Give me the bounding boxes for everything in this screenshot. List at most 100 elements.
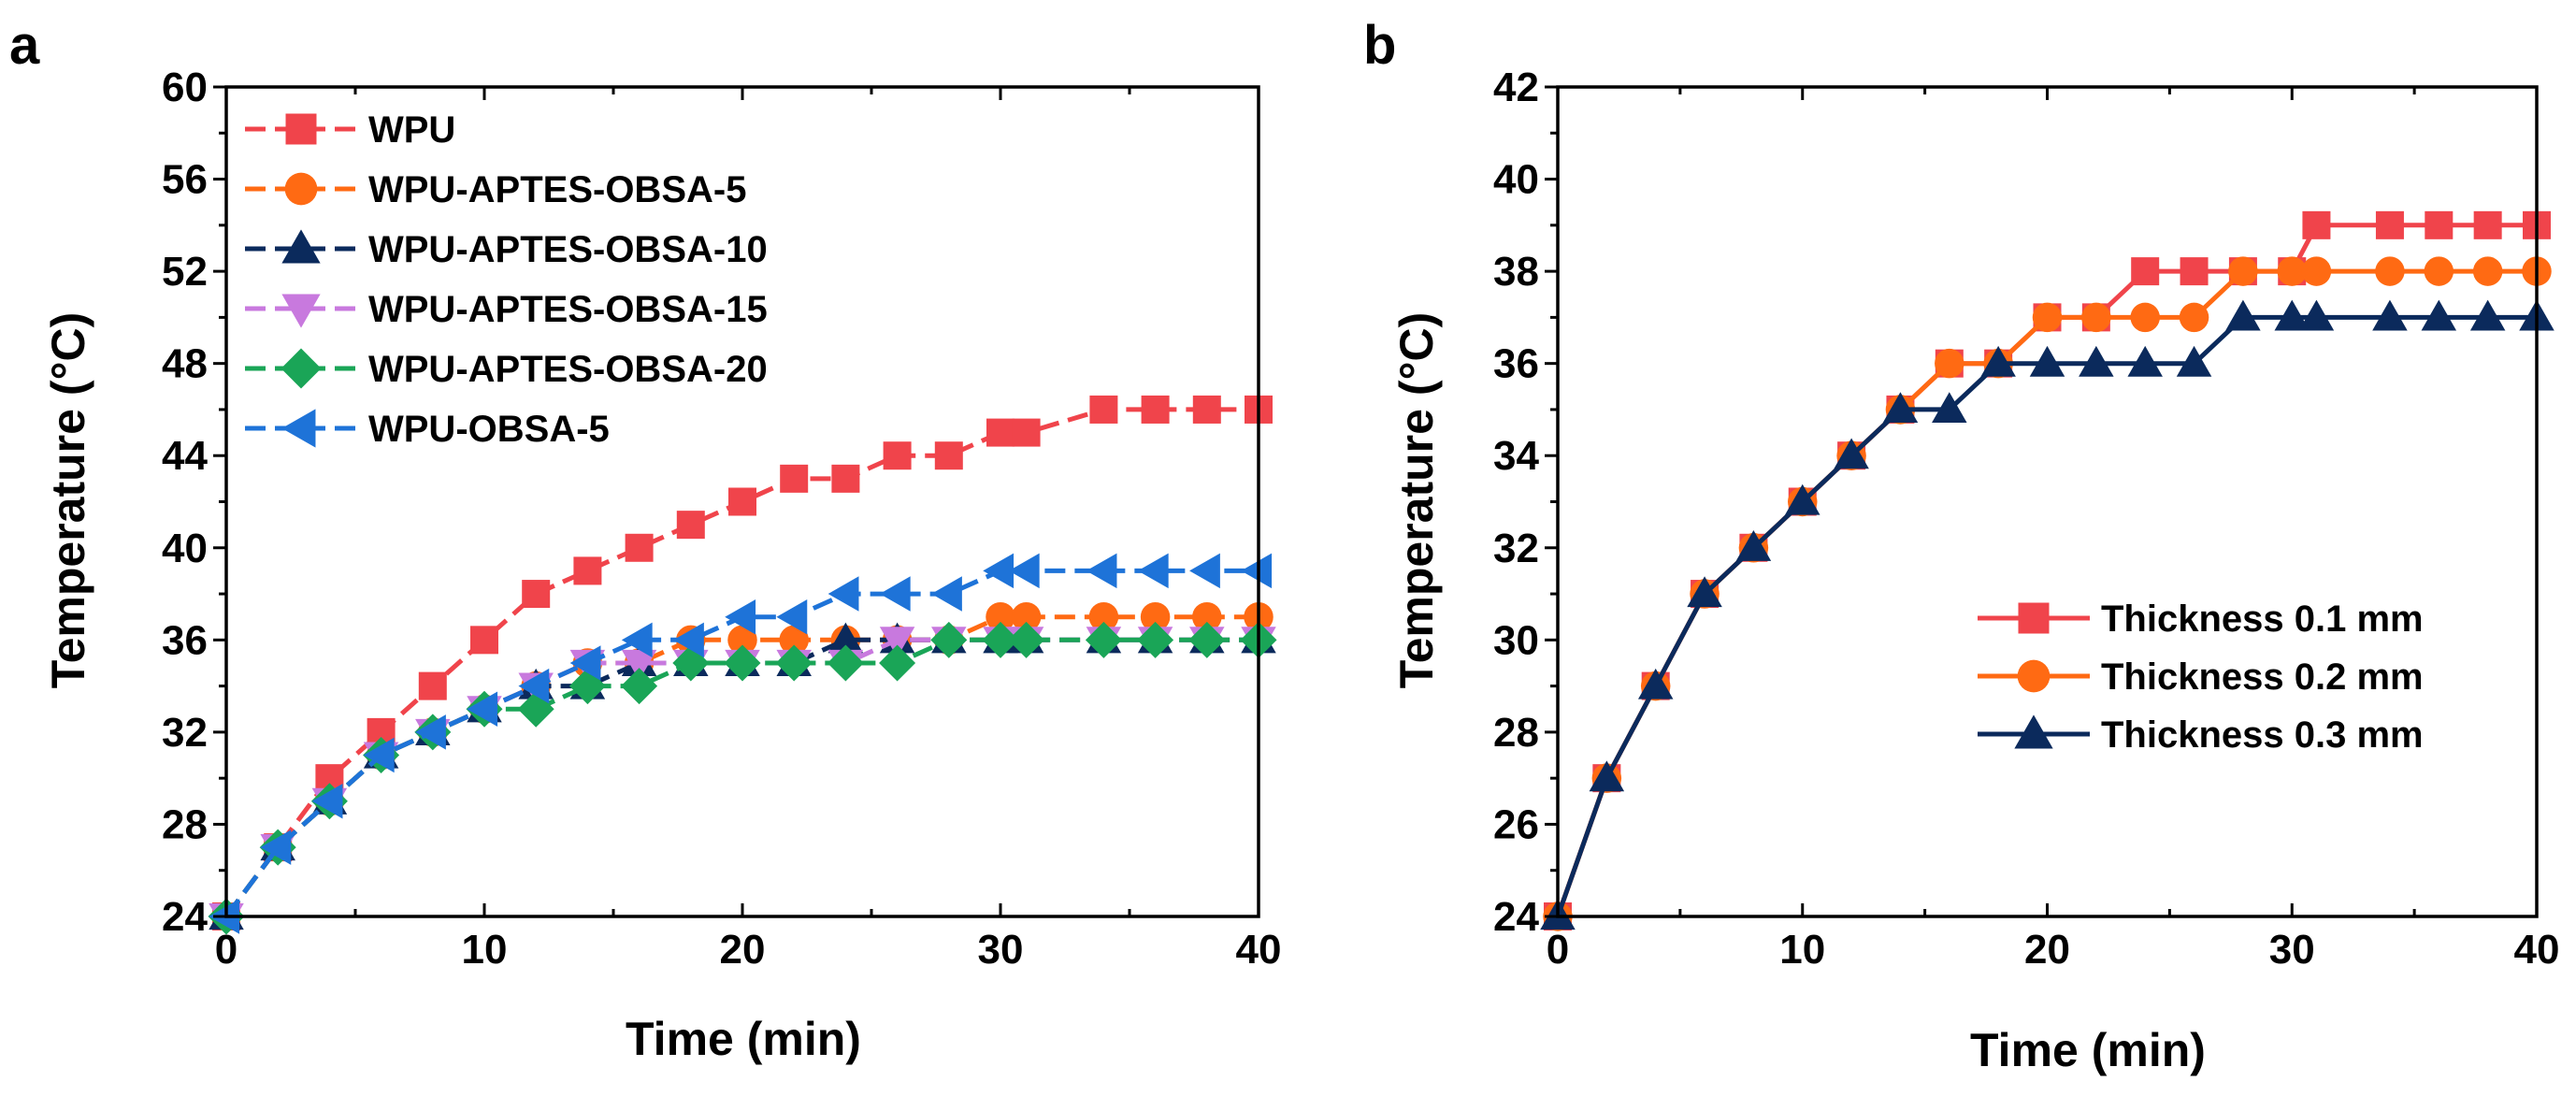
data-point-wpu-aptes-obsa-15-13	[879, 627, 915, 658]
panel-b-label: b	[1363, 15, 1396, 76]
legend-item-thickness-0-2-mm: Thickness 0.2 mm	[1978, 656, 2424, 698]
y-tick-label-30: 30	[1493, 617, 1539, 663]
data-point-wpu-aptes-obsa-5-10	[727, 625, 757, 656]
data-point-wpu-aptes-obsa-5-16	[1011, 601, 1042, 632]
data-point-wpu-aptes-obsa-20-11	[775, 644, 813, 682]
x-tick-label-20: 20	[2024, 927, 2070, 973]
y-tick-label-28: 28	[1493, 710, 1539, 756]
legend-marker	[281, 348, 322, 389]
data-point-wpu-6	[522, 580, 551, 609]
data-point-thickness-0-1-mm-17	[2375, 210, 2404, 239]
x-tick-label-0: 0	[1547, 927, 1569, 973]
legend-marker	[2018, 602, 2050, 634]
series-line-wpu-aptes-obsa-10	[223, 637, 1259, 918]
data-point-wpu-obsa-5-15	[983, 553, 1015, 589]
legend-label: Thickness 0.1 mm	[2101, 598, 2424, 640]
data-point-wpu-obsa-5-1	[260, 829, 292, 865]
y-tick-label-38: 38	[1493, 249, 1539, 295]
data-point-wpu-obsa-5-4	[415, 714, 446, 750]
y-tick-label-34: 34	[1493, 433, 1539, 479]
data-point-wpu-11	[780, 464, 809, 493]
data-point-thickness-0-3-mm-19	[2469, 299, 2506, 331]
data-point-wpu-16	[1012, 418, 1041, 447]
legend-label: WPU	[368, 109, 455, 151]
data-point-wpu-8	[625, 533, 654, 562]
data-point-wpu-4	[418, 671, 447, 700]
data-point-wpu-obsa-5-7	[569, 645, 601, 681]
data-point-thickness-0-3-mm-4	[1735, 530, 1772, 561]
legend-marker	[285, 113, 317, 145]
data-point-thickness-0-3-mm-1	[1589, 760, 1625, 792]
data-point-wpu-obsa-5-18	[1137, 553, 1169, 589]
data-point-wpu-obsa-5-5	[467, 691, 498, 727]
data-point-wpu-obsa-5-2	[311, 784, 343, 819]
legend-marker	[2014, 714, 2053, 749]
data-point-thickness-0-3-mm-17	[2372, 299, 2408, 331]
data-point-thickness-0-1-mm-13	[2180, 257, 2209, 286]
data-point-wpu-aptes-obsa-5-11	[779, 625, 809, 656]
data-point-wpu-aptes-obsa-20-8	[621, 668, 658, 705]
data-point-thickness-0-1-mm-16	[2302, 210, 2331, 239]
y-tick-label-40: 40	[1493, 157, 1539, 203]
legend-item-wpu: WPU	[245, 109, 455, 151]
data-point-thickness-0-3-mm-9	[1980, 345, 2016, 377]
data-point-wpu-14	[934, 441, 963, 470]
data-point-thickness-0-1-mm-18	[2425, 210, 2454, 239]
data-point-wpu-18	[1141, 395, 1170, 424]
data-point-wpu-aptes-obsa-20-12	[827, 644, 864, 682]
data-point-thickness-0-2-mm-17	[2375, 256, 2405, 286]
y-tick-label-28: 28	[162, 801, 208, 847]
data-point-wpu-aptes-obsa-20-15	[982, 621, 1019, 658]
panel-b-x-axis-label: Time (min)	[1970, 1024, 2206, 1076]
legend-item-wpu-aptes-obsa-15: WPU-APTES-OBSA-15	[245, 289, 768, 330]
panel-b-axes: 0 10 20 30 40 24 26 28 30 32 34 36 38 40 42	[1493, 65, 2559, 973]
panel-a-legend: WPU WPU-APTES-OBSA-5 WPU-APTES-OBSA-10 WPU-…	[245, 109, 768, 450]
data-point-wpu-obsa-5-9	[673, 622, 704, 658]
data-point-wpu-aptes-obsa-5-15	[986, 601, 1015, 632]
legend-label: WPU-APTES-OBSA-5	[368, 169, 746, 210]
data-point-thickness-0-2-mm-10	[2032, 302, 2063, 333]
data-point-thickness-0-3-mm-10	[2029, 345, 2065, 377]
data-point-thickness-0-2-mm-8	[1935, 348, 1964, 379]
data-point-wpu-9	[676, 511, 705, 540]
y-tick-label-42: 42	[1493, 65, 1539, 110]
y-tick-label-24: 24	[1493, 894, 1539, 940]
y-tick-label-60: 60	[162, 65, 208, 110]
legend-marker	[2017, 659, 2051, 693]
legend-marker	[281, 229, 321, 264]
data-point-wpu-7	[573, 556, 602, 585]
legend-item-wpu-aptes-obsa-10: WPU-APTES-OBSA-10	[245, 229, 768, 270]
data-point-wpu-aptes-obsa-5-18	[1140, 601, 1171, 632]
data-point-wpu-aptes-obsa-10-12	[827, 622, 864, 654]
data-point-thickness-0-2-mm-19	[2472, 256, 2503, 286]
data-point-thickness-0-1-mm-19	[2473, 210, 2502, 239]
legend-marker	[281, 294, 321, 328]
series-thickness-0-3-mm	[1540, 299, 2554, 930]
data-point-wpu-obsa-5-19	[1189, 553, 1220, 589]
data-point-thickness-0-3-mm-12	[2127, 345, 2163, 377]
y-tick-label-36: 36	[1493, 341, 1539, 387]
panel-a-x-axis-label: Time (min)	[626, 1013, 861, 1065]
data-point-thickness-0-3-mm-6	[1834, 438, 1869, 469]
data-point-thickness-0-3-mm-2	[1637, 668, 1674, 699]
data-point-wpu-obsa-5-13	[879, 576, 911, 612]
data-point-wpu-aptes-obsa-20-13	[879, 644, 916, 682]
x-tick-label-40: 40	[1236, 927, 1282, 973]
data-point-wpu-obsa-5-14	[931, 576, 962, 612]
y-tick-label-40: 40	[162, 526, 208, 571]
data-point-thickness-0-2-mm-18	[2424, 256, 2454, 286]
panel-a-label: a	[9, 15, 40, 76]
data-point-thickness-0-3-mm-8	[1932, 392, 1967, 424]
legend-label: WPU-APTES-OBSA-20	[368, 349, 768, 390]
legend-label: Thickness 0.3 mm	[2101, 714, 2424, 756]
series-wpu-aptes-obsa-20	[208, 621, 1277, 935]
data-point-thickness-0-2-mm-11	[2081, 302, 2111, 333]
panel-b-series-group	[1540, 210, 2554, 931]
legend-label: WPU-OBSA-5	[368, 409, 610, 450]
panel-a-axes: 0 10 20 30 40 24 28 32 36 40 44 48 52 56 60	[162, 65, 1281, 973]
data-point-thickness-0-1-mm-12	[2131, 257, 2160, 286]
data-point-thickness-0-3-mm-7	[1882, 392, 1919, 424]
data-point-wpu-obsa-5-16	[1008, 553, 1040, 589]
data-point-wpu-obsa-5-12	[827, 576, 859, 612]
